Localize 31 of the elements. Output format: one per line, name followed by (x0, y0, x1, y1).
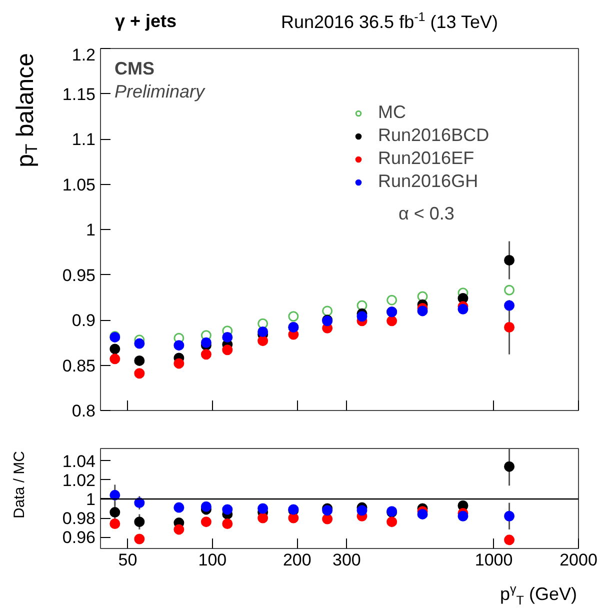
y-tick-label: 1 (86, 490, 96, 509)
y-tick-label: 0.95 (62, 266, 96, 285)
x-axis-title: p$^{γ}$$_{T}$ (GeV) (500, 581, 577, 610)
chart-title: γ + jets (115, 10, 177, 33)
y-tick-label: 1.2 (72, 46, 96, 64)
y-tick-label: 1 (86, 220, 96, 240)
x-tick-label: 300 (332, 550, 361, 570)
y-tick-label: 1.15 (62, 84, 96, 104)
y-tick-label: 1.02 (62, 470, 96, 490)
y-tick-label: 0.98 (62, 509, 96, 528)
x-tick-label: 200 (282, 550, 312, 570)
annotation: Preliminary (114, 82, 206, 102)
legend-label: Run2016BCD (378, 125, 490, 146)
y-tick-label: 0.96 (62, 528, 96, 548)
chart-subtitle: Run2016 36.5 fb$^{-1}$ (13 TeV) (280, 9, 498, 34)
x-tick-label: 2000 (560, 550, 598, 570)
y-tick-label: 1.04 (62, 452, 96, 471)
y-axis-title: Data / MC (10, 451, 29, 519)
y-tick-label: 1.05 (62, 175, 96, 194)
legend-label: MC (378, 102, 406, 123)
y-tick-label: 0.85 (62, 356, 96, 376)
x-tick-label: 50 (118, 550, 138, 570)
x-tick-label: 100 (198, 550, 227, 570)
annotation: α < 0.3 (398, 204, 454, 224)
annotation: CMS (114, 58, 154, 78)
y-tick-label: 0.9 (72, 311, 96, 330)
y-tick-label: 0.8 (72, 402, 96, 420)
legend-label: Run2016EF (378, 148, 474, 169)
legend-label: Run2016GH (378, 171, 478, 192)
y-tick-label: 1.1 (72, 130, 96, 149)
x-tick-label: 1000 (474, 550, 513, 570)
